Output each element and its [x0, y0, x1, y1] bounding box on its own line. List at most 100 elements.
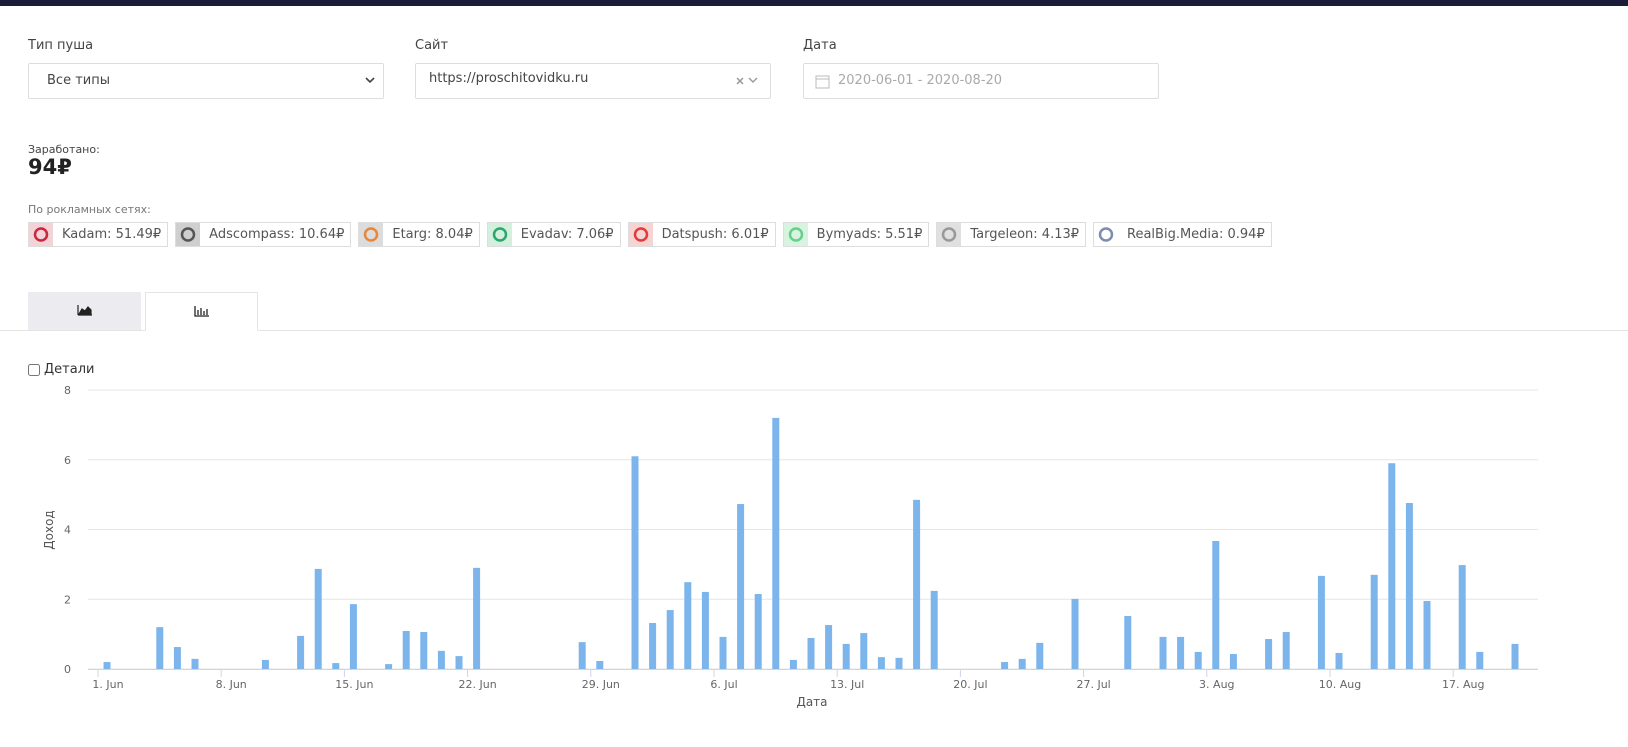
- network-text: Etarg: 8.04₽: [392, 227, 473, 242]
- details-label: Детали: [44, 362, 95, 377]
- network-text: Adscompass: 10.64₽: [209, 227, 345, 242]
- icon-glyph: [492, 227, 507, 242]
- x-tick-label: 27. Jul: [1076, 678, 1110, 691]
- bar: [1212, 541, 1220, 669]
- network-text: Datspush: 6.01₽: [661, 227, 769, 242]
- bar: [719, 636, 727, 669]
- bar: [631, 456, 639, 669]
- bar: [1018, 658, 1026, 669]
- bar-tab[interactable]: [145, 292, 258, 331]
- icon-glyph: [788, 227, 803, 242]
- bar: [1405, 502, 1413, 669]
- y-tick-label: 8: [64, 384, 71, 397]
- network-chip: Bymyads: 5.51₽: [782, 222, 930, 247]
- bar: [737, 504, 745, 669]
- network-text: Kadam: 51.49₽: [62, 227, 162, 242]
- bar: [1124, 615, 1132, 669]
- x-axis-title: Дата: [796, 695, 827, 709]
- bar: [895, 657, 903, 669]
- filter-label: Дата: [803, 38, 837, 53]
- network-icon: [937, 223, 962, 246]
- icon-glyph: [633, 227, 648, 242]
- bar: [1001, 662, 1009, 669]
- bar: [1370, 574, 1378, 669]
- select-value: https://proschitovidku.ru: [429, 71, 589, 86]
- bar: [1071, 598, 1079, 669]
- bar: [1265, 639, 1273, 669]
- x-tick-label: 20. Jul: [953, 678, 987, 691]
- x-tick-label: 10. Aug: [1319, 678, 1361, 691]
- y-axis-title: Доход: [42, 510, 56, 549]
- x-tick-label: 29. Jun: [582, 678, 620, 691]
- icon-glyph: [364, 227, 379, 242]
- icon-glyph: [180, 227, 196, 242]
- bar: [473, 567, 481, 669]
- details-checkbox[interactable]: Детали: [28, 362, 94, 377]
- network-chip: Adscompass: 10.64₽: [175, 222, 352, 247]
- bar: [807, 637, 815, 669]
- bar: [1335, 652, 1343, 669]
- calendar-icon: [815, 75, 830, 89]
- y-tick-label: 4: [64, 524, 71, 537]
- network-chip: Etarg: 8.04₽: [358, 222, 480, 247]
- bar: [1159, 636, 1167, 669]
- bar: [402, 630, 410, 669]
- type-select[interactable]: Все типы: [28, 63, 384, 99]
- bar: [930, 590, 938, 669]
- filter-label: Тип пуша: [28, 38, 94, 53]
- chevron: [365, 77, 375, 84]
- date-input[interactable]: 2020-06-01 - 2020-08-20: [803, 63, 1159, 99]
- icon-glyph: [942, 227, 957, 242]
- network-text: RealBig.Media: 0.94₽: [1127, 227, 1265, 242]
- x-tick-label: 6. Jul: [710, 678, 737, 691]
- chart: Дата Доход 0 2 4 6 8 1. Jun 8. Jun 15. Jun 22. J…: [42, 384, 1538, 709]
- network-icon: [359, 223, 384, 246]
- bar-icon: [194, 306, 209, 317]
- network-chip: Kadam: 51.49₽: [28, 222, 169, 247]
- bar: [666, 610, 674, 669]
- bar: [596, 660, 604, 669]
- bar: [297, 635, 305, 669]
- x-tick-label: 17. Aug: [1442, 678, 1484, 691]
- network-chip: RealBig.Media: 0.94₽: [1093, 222, 1272, 247]
- network-text: Bymyads: 5.51₽: [816, 227, 923, 242]
- network-icon: [487, 223, 512, 246]
- x-tick-label: 22. Jun: [459, 678, 497, 691]
- networks-label: По рокламных сетях:: [28, 203, 151, 216]
- bar: [1317, 575, 1325, 669]
- bar: [314, 568, 322, 669]
- bar: [1476, 651, 1484, 669]
- earned-value: 94₽: [28, 155, 72, 179]
- network-icon: [176, 223, 201, 246]
- bar: [913, 499, 921, 669]
- bar: [173, 647, 181, 669]
- bar: [1177, 636, 1185, 669]
- x-tick-label: 3. Aug: [1199, 678, 1234, 691]
- bar: [455, 656, 463, 669]
- x-tick-label: 1. Jun: [92, 678, 123, 691]
- clear-chevron: [736, 77, 758, 85]
- bar: [860, 633, 868, 669]
- area-icon: [77, 305, 92, 316]
- tabs: [0, 292, 1628, 331]
- network-chip: Targeleon: 4.13₽: [936, 222, 1087, 247]
- icon-glyph: [33, 227, 49, 242]
- site-select[interactable]: https://proschitovidku.ru: [415, 63, 771, 99]
- y-tick-label: 2: [64, 593, 71, 606]
- network-chip: Evadav: 7.06₽: [486, 222, 621, 247]
- bar: [1282, 632, 1290, 669]
- area-tab[interactable]: [28, 292, 141, 330]
- bar: [842, 643, 850, 669]
- network-text: Evadav: 7.06₽: [520, 227, 614, 242]
- bar: [772, 417, 780, 669]
- date-value: 2020-06-01 - 2020-08-20: [838, 73, 1003, 88]
- checkbox[interactable]: [28, 363, 40, 376]
- bar: [1036, 642, 1044, 669]
- y-tick-label: 0: [64, 663, 71, 676]
- bar: [1511, 643, 1519, 669]
- icon-glyph: [1098, 227, 1114, 242]
- bar: [649, 622, 657, 669]
- filter-label: Сайт: [415, 38, 449, 53]
- bar: [1388, 463, 1396, 669]
